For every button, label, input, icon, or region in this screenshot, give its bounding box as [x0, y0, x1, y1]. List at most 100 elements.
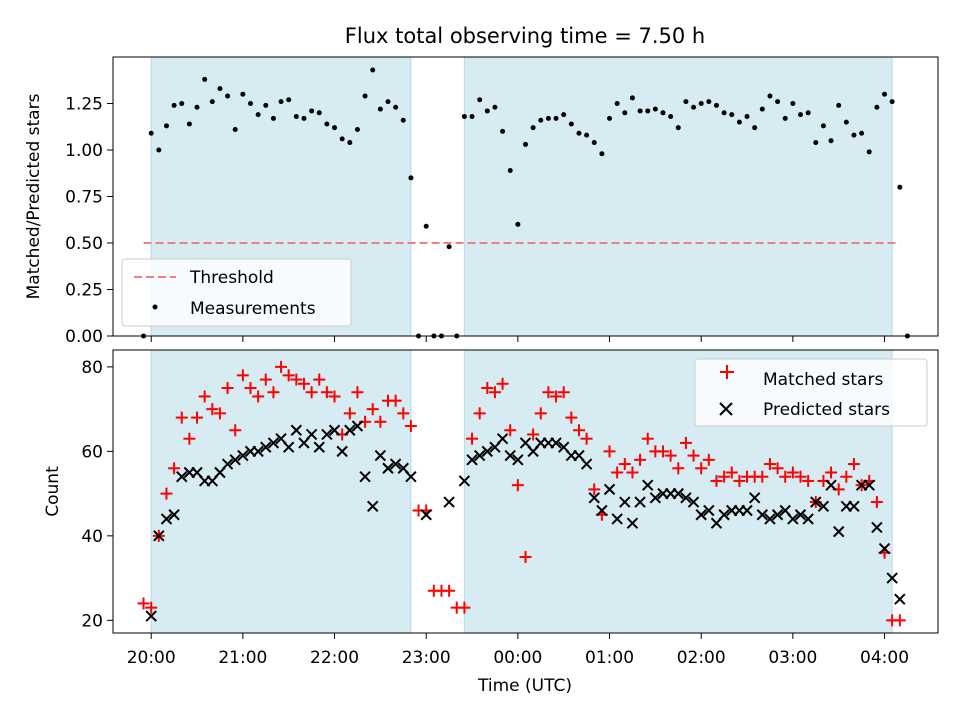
count-points: [137, 360, 906, 627]
predicted-star-point: [580, 458, 593, 470]
measurement-point: [186, 121, 192, 127]
cross-b: [695, 509, 707, 521]
cross-b: [886, 572, 898, 584]
matched-star-point: [404, 420, 417, 433]
measurement-point: [324, 121, 330, 127]
y-tick-label: 0.50: [65, 234, 103, 254]
matched-star-point: [634, 453, 647, 466]
predicted-star-point: [626, 517, 639, 529]
cross-b: [481, 445, 494, 458]
predicted-star-point: [588, 492, 600, 504]
measurement-point: [645, 108, 651, 114]
legend-threshold-label: Threshold: [189, 268, 274, 288]
y-tick-label: 0.75: [65, 188, 103, 208]
matched-star-point: [297, 377, 310, 390]
cross-b: [748, 492, 761, 504]
bottom-legend-box: [694, 358, 928, 427]
cross-b: [405, 471, 417, 483]
measurement-point: [698, 101, 704, 106]
measurement-point: [316, 110, 322, 116]
cross-b: [672, 487, 684, 500]
matched-star-point: [328, 390, 341, 403]
legend-predicted-label: Predicted stars: [763, 400, 890, 420]
cross-b: [359, 471, 371, 483]
measurement-point: [851, 132, 857, 138]
x-tick-label: 23:00: [402, 648, 451, 668]
matched-star-point: [397, 407, 410, 420]
predicted-star-point: [603, 483, 616, 496]
cross-b: [825, 479, 837, 491]
top-y-axis-label: Matched/Predicted stars: [24, 93, 44, 299]
predicted-star-point: [695, 509, 707, 521]
predicted-star-point: [367, 500, 379, 512]
matched-star-point: [702, 453, 715, 466]
predicted-star-point: [596, 504, 608, 517]
measurement-point: [477, 97, 483, 103]
measurement-point: [248, 101, 253, 106]
bottom-y-axis: 20 40 60 80: [81, 358, 113, 631]
measurement-point: [217, 86, 223, 92]
predicted-star-point: [267, 437, 280, 449]
measurement-point: [461, 114, 467, 120]
matched-star-point: [213, 407, 226, 420]
matched-star-point: [244, 382, 257, 395]
predicted-star-point: [176, 471, 188, 483]
measurement-point: [614, 101, 620, 106]
matched-star-point: [718, 470, 731, 483]
predicted-star-point: [443, 496, 455, 508]
matched-star-point: [198, 390, 211, 403]
predicted-star-point: [328, 424, 341, 436]
cross-b: [580, 458, 593, 470]
cross-b: [229, 454, 241, 466]
measurement-point: [660, 110, 666, 116]
measurement-point: [286, 97, 292, 103]
cross-b: [145, 610, 157, 622]
matched-star-point: [229, 424, 242, 437]
x-tick-label: 20:00: [127, 648, 176, 668]
matched-star-point: [572, 424, 585, 437]
predicted-star-point: [336, 445, 348, 458]
measurement-point: [721, 110, 727, 116]
measurement-point: [568, 121, 574, 127]
cross-b: [237, 449, 249, 462]
measurement-point: [232, 127, 238, 133]
measurement-points: [141, 67, 910, 339]
cross-b: [894, 593, 906, 605]
predicted-star-point: [237, 449, 249, 462]
matched-star-point: [672, 462, 685, 475]
legend-measurements-label: Measurements: [190, 299, 316, 319]
y-tick-label: 1.25: [65, 95, 103, 115]
predicted-star-point: [504, 449, 516, 462]
cross-b: [863, 479, 875, 491]
x-axis-label: Time (UTC): [477, 676, 572, 696]
cross-b: [626, 517, 639, 529]
predicted-star-point: [634, 496, 646, 508]
predicted-star-point: [863, 479, 875, 491]
bottom-legend: Matched stars Predicted stars: [694, 358, 928, 427]
measurement-point: [889, 99, 895, 105]
predicted-star-point: [252, 445, 264, 458]
measurement-point: [309, 108, 315, 114]
cross-b: [328, 424, 341, 436]
cross-b: [290, 424, 303, 436]
measurement-point: [484, 108, 490, 114]
measurement-point: [775, 99, 781, 105]
measurement-point: [194, 104, 200, 110]
cross-b: [810, 496, 822, 508]
y-tick-label: 0.25: [65, 281, 103, 301]
cross-b: [764, 513, 776, 525]
measurement-point: [637, 108, 643, 114]
measurement-point: [736, 119, 742, 125]
x-tick-label: 03:00: [768, 648, 817, 668]
measurement-point: [652, 106, 658, 112]
measurement-point: [629, 95, 635, 101]
predicted-star-point: [741, 504, 753, 517]
x-tick-label: 04:00: [860, 648, 909, 668]
matched-star-point: [557, 386, 570, 399]
measurement-point: [843, 119, 849, 125]
predicted-star-point: [848, 500, 860, 512]
matched-star-point: [137, 597, 150, 610]
predicted-star-point: [802, 513, 814, 525]
measurement-point: [882, 91, 888, 97]
predicted-star-point: [466, 454, 478, 466]
